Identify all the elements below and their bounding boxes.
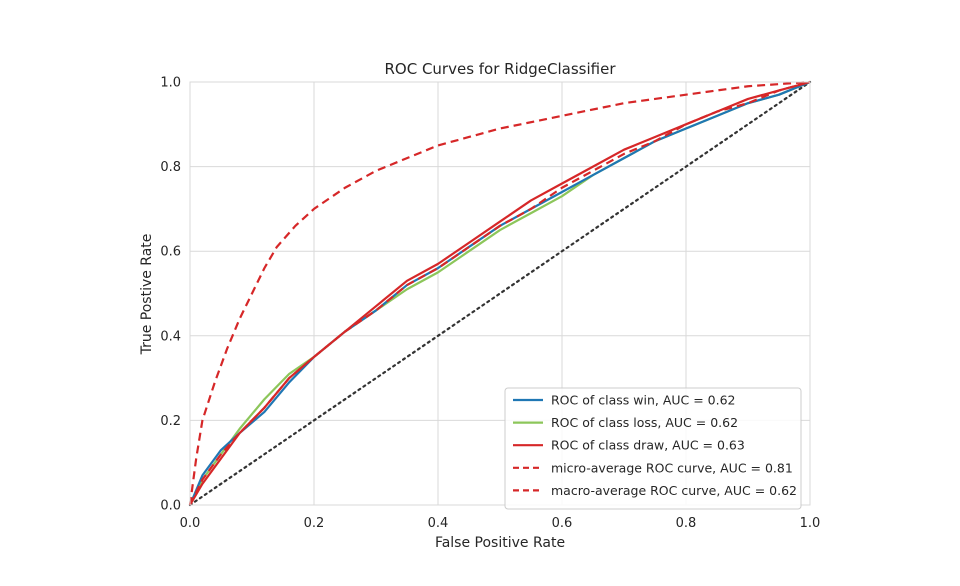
x-axis-label: False Positive Rate bbox=[435, 535, 565, 551]
x-tick-label: 0.4 bbox=[428, 516, 449, 531]
series-line-0 bbox=[188, 80, 811, 506]
legend-label: ROC of class win, AUC = 0.62 bbox=[551, 393, 736, 408]
series-group bbox=[188, 80, 812, 507]
x-tick-label: 0.2 bbox=[304, 516, 325, 531]
y-tick-label: 0.0 bbox=[160, 499, 181, 514]
legend-label: ROC of class loss, AUC = 0.62 bbox=[551, 415, 738, 430]
y-tick-label: 0.4 bbox=[160, 329, 181, 344]
plot-frame bbox=[189, 81, 811, 506]
y-axis-label: True Postive Rate bbox=[139, 234, 155, 356]
series-line-3 bbox=[188, 80, 811, 506]
x-tick-label: 0.0 bbox=[180, 516, 201, 531]
y-tick-label: 0.2 bbox=[160, 414, 181, 429]
y-tick-label: 0.8 bbox=[160, 160, 181, 175]
y-tick-label: 0.6 bbox=[160, 245, 181, 260]
x-tick-label: 0.6 bbox=[552, 516, 573, 531]
legend-label: macro-average ROC curve, AUC = 0.62 bbox=[551, 483, 797, 498]
y-tick-label: 1.0 bbox=[160, 76, 181, 91]
legend: ROC of class win, AUC = 0.62 ROC of class… bbox=[504, 387, 802, 510]
grid bbox=[189, 81, 811, 506]
plot-border bbox=[189, 81, 811, 506]
series-line-2 bbox=[189, 80, 811, 506]
x-tick-label: 0.8 bbox=[676, 516, 697, 531]
legend-label: ROC of class draw, AUC = 0.63 bbox=[551, 438, 745, 453]
chance-diagonal-line bbox=[188, 80, 812, 507]
x-tick-label: 1.0 bbox=[800, 516, 821, 531]
legend-box bbox=[504, 387, 802, 510]
legend-label: micro-average ROC curve, AUC = 0.81 bbox=[551, 460, 793, 475]
tick-labels: 0.0 0.2 0.4 0.6 0.8 1.0 0.0 0.2 0.4 0.6 0.8 1.0 bbox=[160, 76, 820, 532]
chart-title: ROC Curves for RidgeClassifier bbox=[384, 60, 616, 78]
